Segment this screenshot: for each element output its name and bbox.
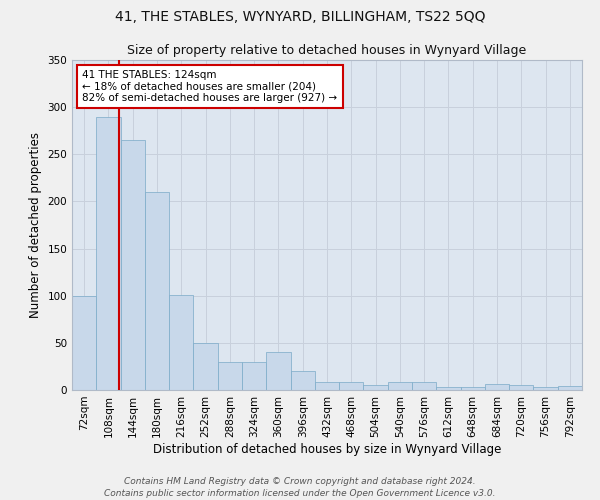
Bar [242, 362, 266, 390]
Text: 41 THE STABLES: 124sqm
← 18% of detached houses are smaller (204)
82% of semi-de: 41 THE STABLES: 124sqm ← 18% of detached… [82, 70, 337, 103]
Bar [558, 386, 582, 390]
Bar [121, 140, 145, 390]
Bar [436, 387, 461, 390]
Bar [339, 382, 364, 390]
Bar [533, 387, 558, 390]
Bar [145, 192, 169, 390]
Bar [485, 384, 509, 390]
Bar [169, 295, 193, 390]
Bar [193, 343, 218, 390]
Text: 41, THE STABLES, WYNYARD, BILLINGHAM, TS22 5QQ: 41, THE STABLES, WYNYARD, BILLINGHAM, TS… [115, 10, 485, 24]
Bar [218, 362, 242, 390]
Title: Size of property relative to detached houses in Wynyard Village: Size of property relative to detached ho… [127, 44, 527, 58]
Bar [364, 386, 388, 390]
Bar [315, 382, 339, 390]
Bar [509, 386, 533, 390]
Y-axis label: Number of detached properties: Number of detached properties [29, 132, 42, 318]
Bar [388, 382, 412, 390]
Bar [266, 352, 290, 390]
Bar [290, 371, 315, 390]
Bar [72, 296, 96, 390]
Text: Contains HM Land Registry data © Crown copyright and database right 2024.
Contai: Contains HM Land Registry data © Crown c… [104, 476, 496, 498]
Bar [96, 116, 121, 390]
Bar [461, 387, 485, 390]
Bar [412, 382, 436, 390]
X-axis label: Distribution of detached houses by size in Wynyard Village: Distribution of detached houses by size … [153, 442, 501, 456]
